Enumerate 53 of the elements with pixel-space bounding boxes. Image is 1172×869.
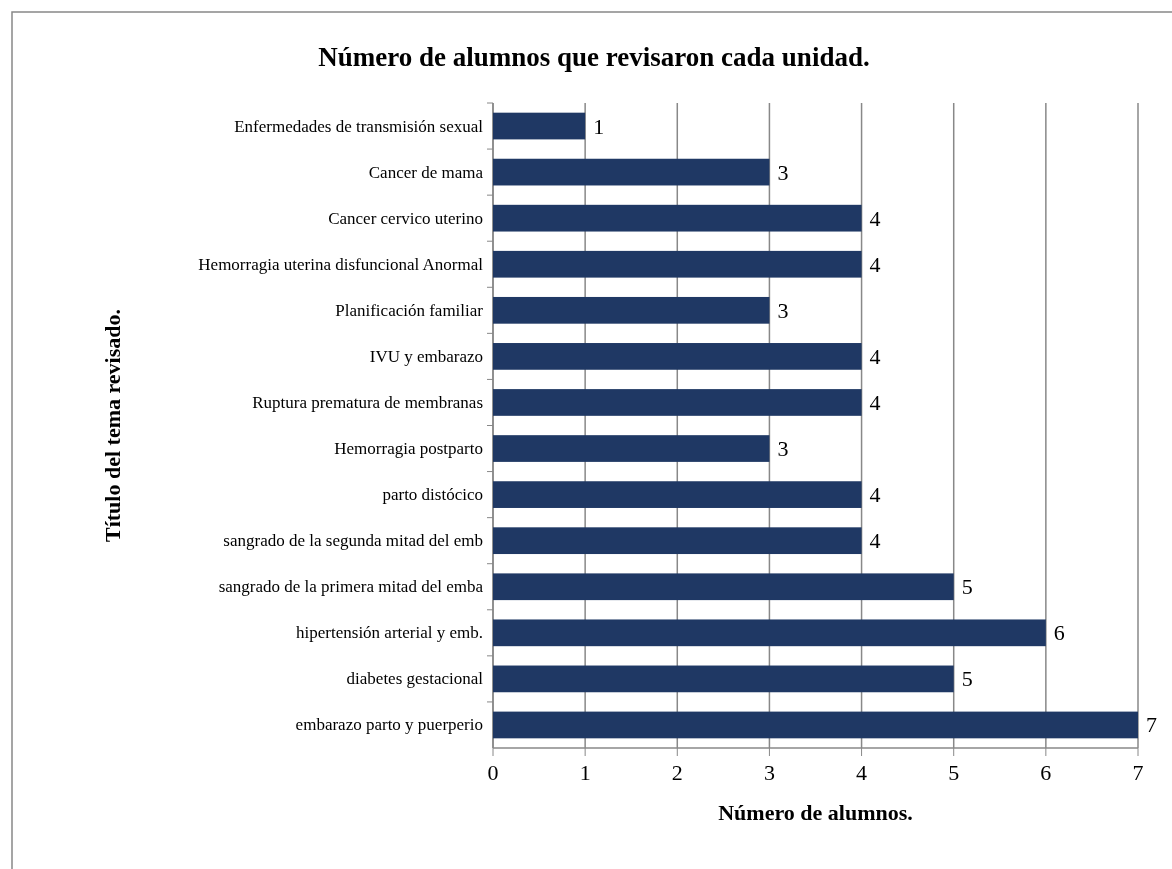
x-tick-label: 0 (487, 760, 499, 785)
x-tick-label: 5 (948, 760, 960, 785)
x-tick-label: 4 (856, 760, 868, 785)
data-label: 4 (869, 528, 881, 554)
data-label: 4 (869, 343, 881, 369)
bar (493, 250, 862, 278)
bar (493, 711, 1138, 739)
data-label: 4 (869, 205, 881, 231)
bar (493, 435, 770, 462)
y-tick-label: Enfermedades de transmisión sexual (234, 116, 484, 136)
bar (493, 619, 1046, 647)
data-label: 4 (869, 251, 881, 277)
bar (493, 389, 862, 416)
data-label: 5 (961, 574, 973, 600)
data-label: 4 (869, 482, 881, 508)
y-tick-label: sangrado de la segunda mitad del emb (223, 531, 483, 551)
bar (493, 573, 954, 601)
x-tick-label: 2 (671, 760, 683, 785)
bar (493, 204, 862, 232)
bar (493, 527, 862, 555)
x-tick-label: 3 (763, 760, 775, 785)
chart-title: Número de alumnos que revisaron cada unidad. (318, 42, 870, 72)
data-label: 6 (1053, 620, 1065, 646)
y-tick-label: Hemorragia postparto (334, 439, 483, 459)
data-label: 1 (593, 113, 605, 139)
x-axis-title: Número de alumnos. (718, 800, 913, 825)
y-tick-label: Cancer cervico uterino (328, 208, 483, 228)
y-tick-label: Hemorragia uterina disfuncional Anormal (198, 254, 484, 274)
y-tick-label: diabetes gestacional (346, 669, 484, 689)
data-label: 5 (961, 666, 973, 692)
bar (493, 158, 770, 186)
y-tick-label: Planificación familiar (335, 300, 484, 320)
x-tick-label: 1 (579, 760, 591, 785)
data-label: 4 (869, 389, 881, 415)
y-tick-label: hipertensión arterial y emb. (296, 623, 483, 643)
y-tick-label: Ruptura prematura de membranas (252, 392, 483, 412)
bar (493, 112, 586, 140)
x-tick-label: 6 (1040, 760, 1052, 785)
bar (493, 343, 862, 370)
y-axis-title: Título del tema revisado. (100, 308, 125, 543)
data-label: 3 (777, 297, 789, 323)
bar (493, 665, 954, 693)
bar (493, 296, 770, 324)
y-tick-label: parto distócico (382, 485, 483, 505)
data-label: 3 (777, 159, 789, 185)
bar (493, 481, 862, 508)
x-tick-label: 7 (1132, 760, 1144, 785)
y-tick-label: embarazo parto y puerperio (295, 715, 483, 735)
data-label: 7 (1146, 712, 1157, 738)
y-tick-label: Cancer de mama (368, 162, 484, 182)
data-label: 3 (777, 436, 789, 462)
y-tick-label: sangrado de la primera mitad del emba (218, 577, 484, 597)
y-tick-label: IVU y embarazo (369, 346, 483, 366)
